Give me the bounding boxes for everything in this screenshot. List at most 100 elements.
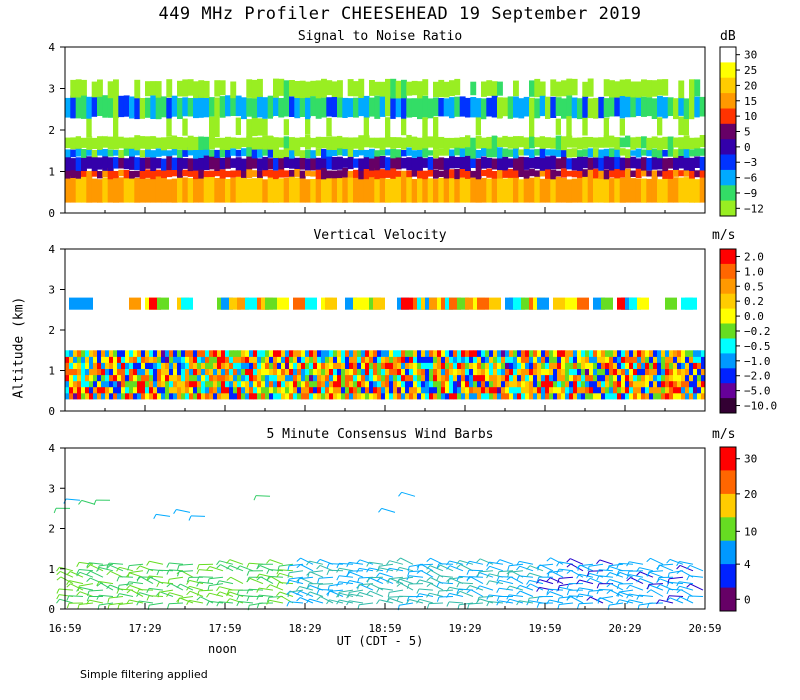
velocity-cell: [261, 380, 266, 388]
velocity-cell: [185, 350, 190, 357]
velocity-cell: [313, 368, 318, 376]
snr-cell: [294, 157, 301, 169]
snr-cell: [641, 136, 647, 149]
colorbar-label: −5.0: [744, 385, 771, 398]
snr-cell: [310, 137, 317, 148]
wind-barb: [479, 558, 494, 565]
velocity-cell: [421, 392, 426, 400]
velocity-cell: [233, 386, 238, 394]
snr-cell: [177, 97, 183, 119]
wind-barb: [420, 569, 434, 578]
velocity-cell: [489, 350, 494, 357]
wind-barb-flag: [587, 591, 590, 597]
panel-title-vertical-velocity: Vertical Velocity: [313, 228, 447, 243]
snr-cell: [129, 137, 135, 149]
snr-cell: [555, 158, 562, 170]
snr-cell: [662, 150, 669, 157]
velocity-cell: [297, 386, 302, 394]
velocity-cell: [693, 386, 698, 394]
velocity-cell: [265, 362, 270, 369]
wind-barb: [300, 557, 314, 565]
wind-barb-flag: [346, 580, 350, 585]
velocity-cell: [453, 374, 458, 382]
velocity-cell: [393, 392, 398, 400]
wind-barb: [668, 595, 684, 597]
velocity-cell: [673, 392, 678, 400]
wind-barb: [639, 594, 654, 597]
snr-cell: [481, 147, 487, 156]
velocity-cell: [657, 356, 662, 363]
colorbar-swatch: [720, 249, 736, 265]
wind-barb: [159, 581, 174, 585]
velocity-cell: [689, 368, 694, 376]
velocity-cell: [441, 362, 446, 369]
velocity-cell: [293, 356, 298, 363]
velocity-cell: [633, 374, 638, 382]
velocity-cell: [385, 380, 390, 388]
velocity-cell: [649, 380, 654, 388]
wind-barb-flag: [397, 578, 400, 585]
velocity-cell: [297, 392, 302, 400]
wind-barb: [70, 583, 84, 591]
snr-cell: [449, 149, 455, 157]
velocity-cell: [445, 362, 450, 369]
snr-cell: [363, 155, 370, 169]
velocity-cell: [145, 350, 150, 357]
wind-barb-flag: [626, 574, 630, 580]
wind-barb-flag: [467, 603, 470, 609]
velocity-cell: [505, 368, 510, 376]
snr-cell: [422, 170, 429, 180]
snr-cell: [155, 118, 162, 137]
velocity-cell: [129, 350, 134, 357]
velocity-cell: [301, 380, 306, 388]
snr-cell: [385, 95, 391, 117]
wind-barb: [229, 565, 244, 572]
snr-cell: [427, 98, 434, 119]
velocity-cell: [381, 350, 386, 357]
velocity-cell: [621, 362, 626, 369]
snr-cell: [118, 177, 125, 203]
snr-cell: [507, 177, 514, 203]
wind-barb: [299, 597, 314, 604]
x-axis-label: UT (CDT - 5): [336, 634, 424, 648]
velocity-cell: [657, 350, 662, 357]
velocity-cell: [469, 392, 474, 400]
snr-cell: [417, 178, 423, 203]
snr-cell: [609, 178, 615, 203]
snr-cell: [283, 96, 290, 117]
velocity-cell: [265, 374, 270, 382]
snr-cell: [481, 137, 487, 149]
velocity-cell: [65, 362, 70, 369]
snr-cell: [545, 149, 551, 156]
velocity-cell: [425, 356, 430, 363]
velocity-cell: [237, 356, 242, 363]
snr-cell: [539, 178, 546, 203]
velocity-cell: [149, 374, 154, 382]
snr-cell: [182, 97, 189, 117]
velocity-cell: [337, 386, 342, 394]
snr-cell: [518, 149, 525, 156]
snr-cell: [427, 119, 434, 137]
velocity-cell: [349, 386, 354, 394]
snr-cell: [337, 170, 343, 179]
wind-barb-flag: [266, 600, 270, 605]
snr-cell: [203, 97, 210, 118]
velocity-cell: [361, 356, 366, 363]
snr-cell: [150, 177, 157, 203]
velocity-cell: [221, 356, 226, 363]
snr-cell: [161, 148, 167, 156]
velocity-cell: [541, 374, 546, 382]
wind-barb-flag: [366, 561, 370, 567]
velocity-cell: [697, 368, 702, 376]
velocity-cell: [89, 374, 94, 382]
velocity-cell: [121, 392, 126, 400]
snr-cell: [507, 158, 514, 168]
velocity-cell: [597, 368, 602, 376]
velocity-cell: [609, 374, 614, 382]
velocity-cell: [601, 356, 606, 363]
wind-barb: [609, 572, 624, 578]
wind-barb: [339, 599, 354, 604]
snr-cell: [267, 95, 274, 119]
velocity-cell: [73, 392, 78, 400]
velocity-cell: [325, 297, 337, 310]
